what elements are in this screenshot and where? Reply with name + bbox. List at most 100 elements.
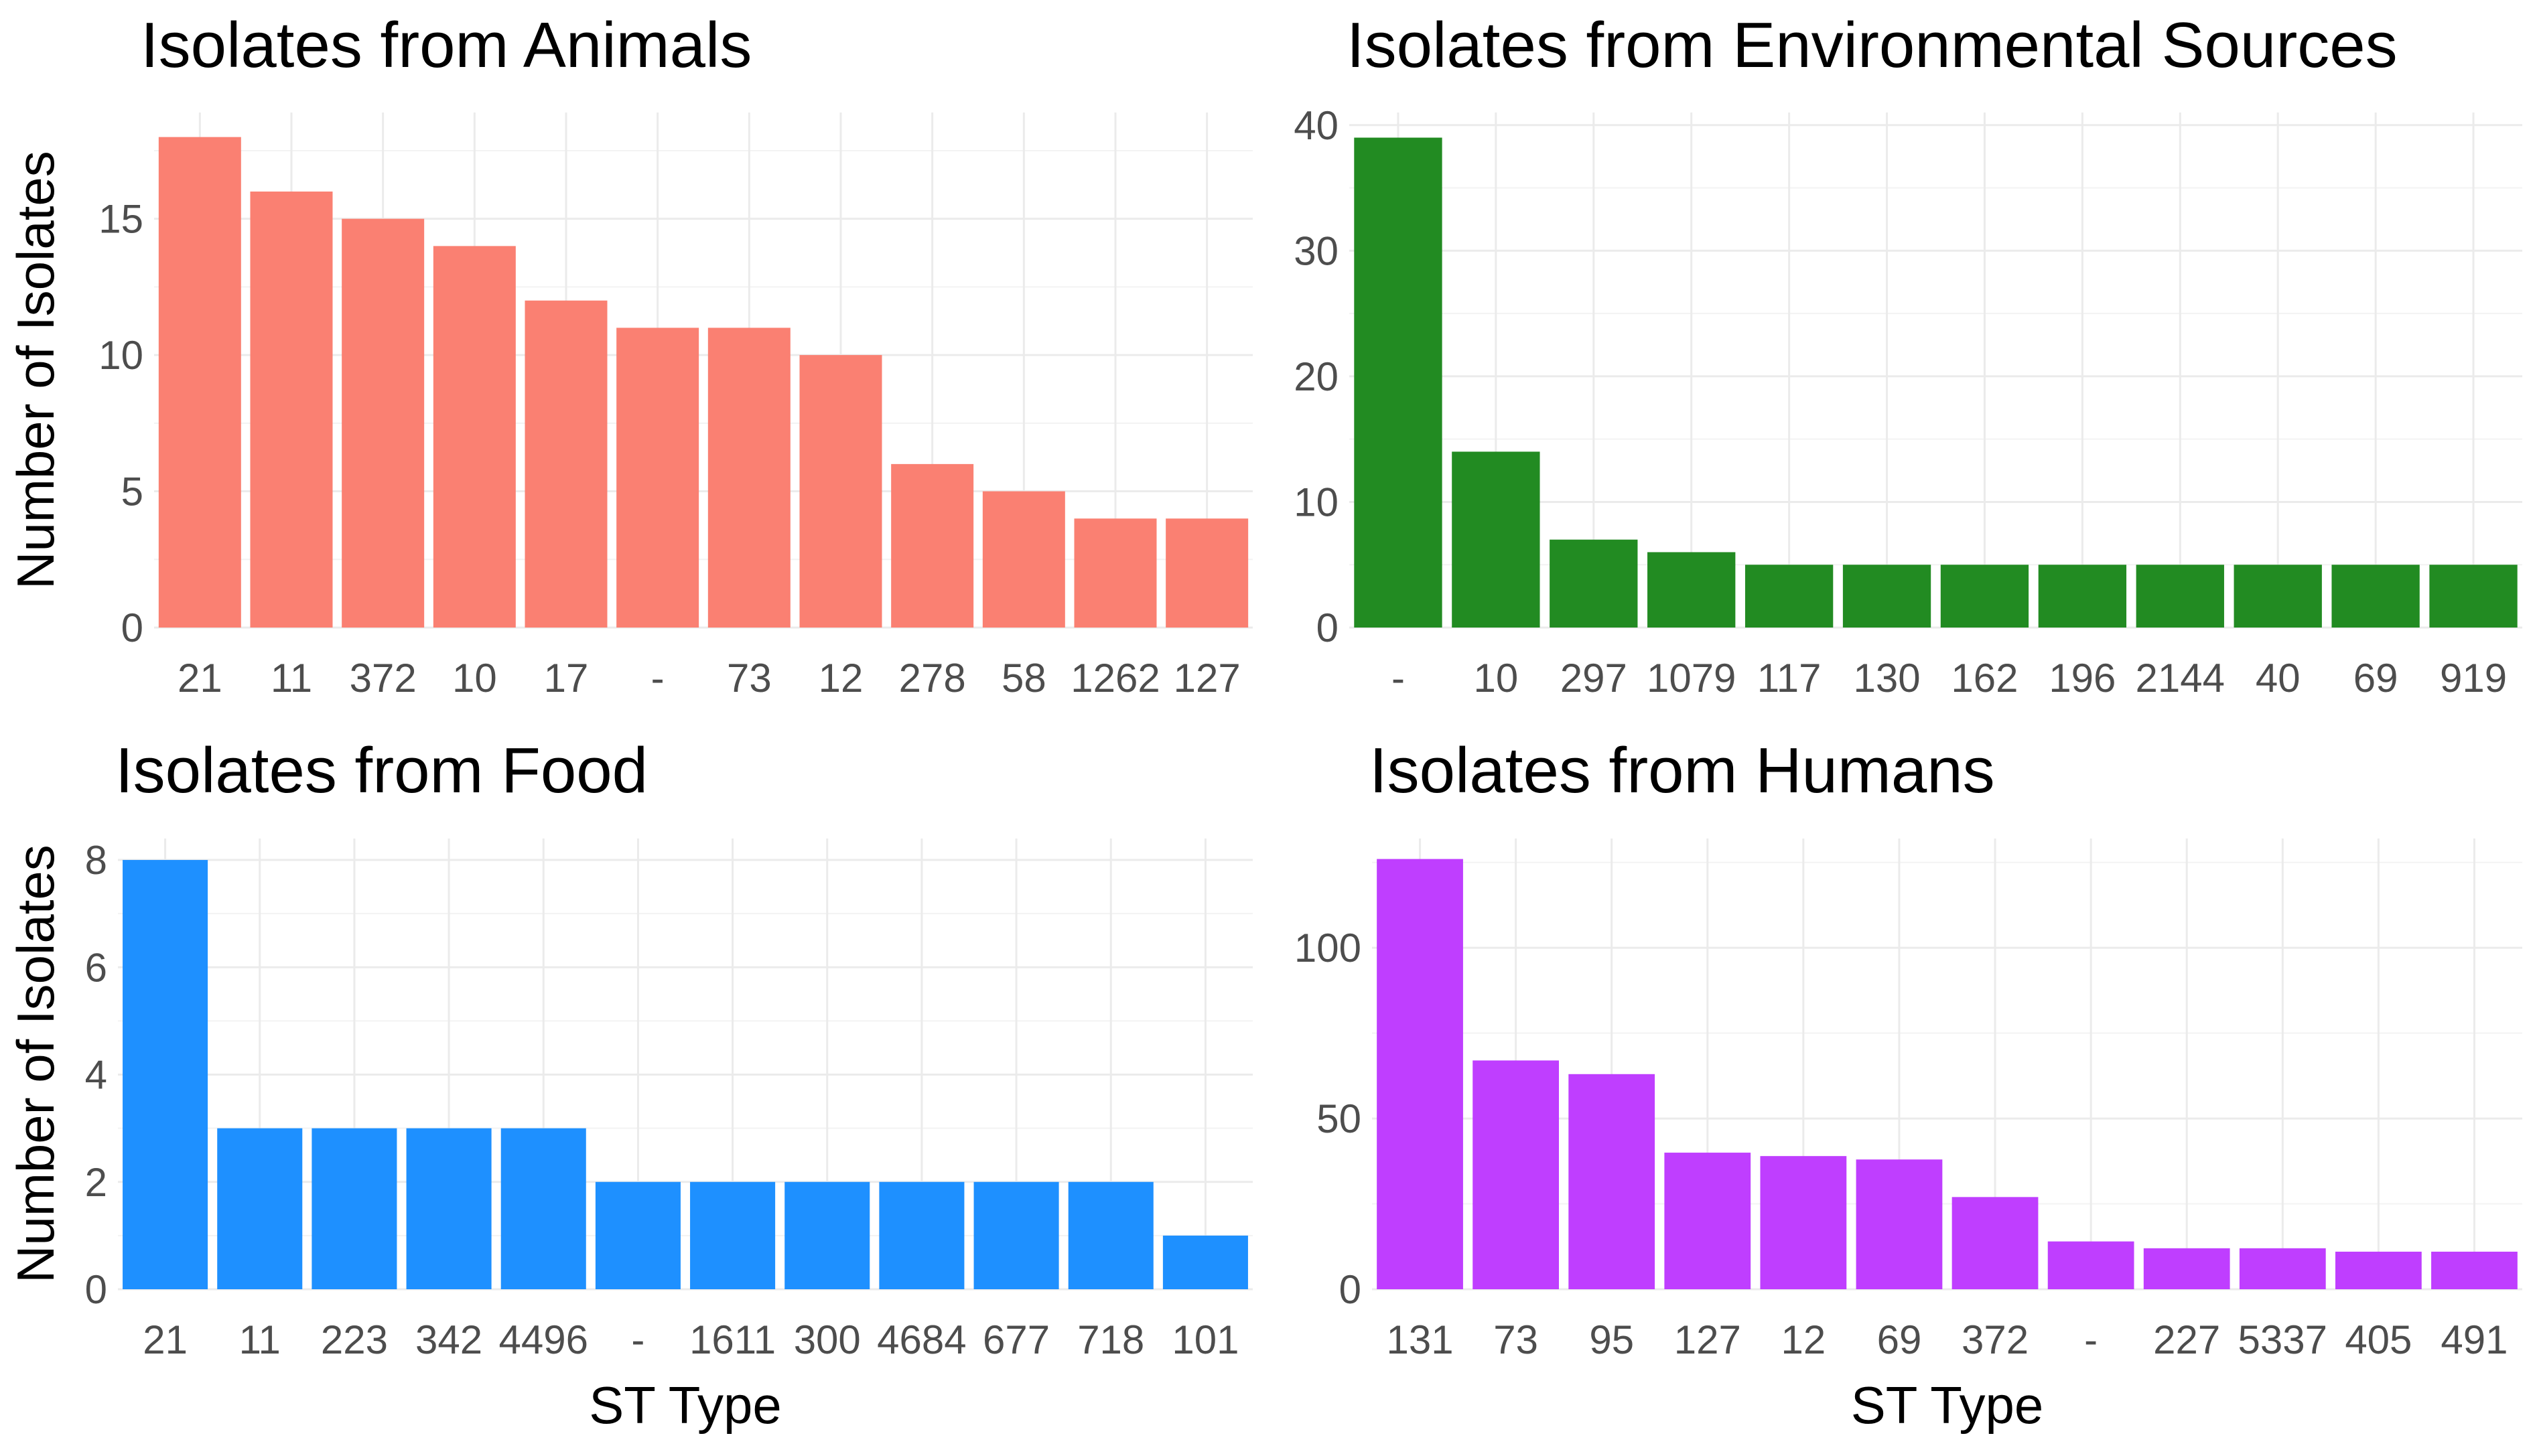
bar-297: [1550, 539, 1638, 628]
bar-69: [1856, 1159, 1943, 1289]
x-tick-label: 1611: [689, 1317, 776, 1362]
panel-title: Isolates from Animals: [141, 9, 752, 81]
y-tick-label: 0: [1316, 605, 1339, 650]
panel-title: Isolates from Humans: [1369, 735, 1995, 806]
x-tick-label: 10: [452, 656, 497, 701]
bar-1262: [1074, 518, 1157, 628]
y-tick-label: 8: [85, 838, 107, 883]
x-tick-label: 300: [794, 1317, 861, 1362]
x-tick-label: -: [1391, 656, 1405, 701]
bar-11: [250, 191, 333, 628]
y-tick-label: 50: [1316, 1096, 1361, 1141]
x-axis-title: ST Type: [1851, 1376, 2044, 1435]
x-tick-label: 1262: [1071, 656, 1160, 701]
x-tick-label: 372: [350, 656, 417, 701]
bar-2144: [2136, 565, 2224, 628]
x-tick-label: 10: [1474, 656, 1519, 701]
x-tick-label: 4684: [877, 1317, 966, 1362]
x-tick-label: 12: [819, 656, 864, 701]
x-tick-label: 73: [727, 656, 772, 701]
x-tick-label: 718: [1077, 1317, 1144, 1362]
x-tick-label: 127: [1674, 1317, 1741, 1362]
bar--: [2047, 1241, 2134, 1289]
x-tick-label: 405: [2345, 1317, 2412, 1362]
bar-372: [342, 218, 425, 628]
bar-300: [784, 1181, 870, 1289]
panel-humans: 0 50 100 131 73 95 127 12 69 372 - 227 5337 405 491 Iso…: [1294, 735, 2522, 1435]
x-tick-label: 4496: [499, 1317, 588, 1362]
x-tick-label: 117: [1757, 656, 1822, 701]
x-tick-label: 101: [1172, 1317, 1239, 1362]
x-tick-label: 223: [321, 1317, 388, 1362]
bar-718: [1068, 1181, 1154, 1289]
x-tick-label: 196: [2049, 656, 2116, 701]
x-tick-label: 677: [983, 1317, 1050, 1362]
x-tick-label: 21: [178, 656, 222, 701]
x-tick-label: 919: [2440, 656, 2507, 701]
x-tick-label: 227: [2153, 1317, 2220, 1362]
panel-animals: 0 5 10 15 21 11 372 10 17 - 73 12 278 58 1262 127 Isolat…: [6, 9, 1253, 701]
panel-title: Isolates from Environmental Sources: [1347, 9, 2398, 81]
bar-223: [312, 1128, 397, 1289]
x-tick-label: 95: [1589, 1317, 1634, 1362]
x-tick-label: 127: [1174, 656, 1241, 701]
bar-1079: [1647, 552, 1736, 628]
bar-21: [158, 137, 241, 628]
bar-130: [1842, 565, 1931, 628]
bar-12: [1760, 1156, 1847, 1289]
bar-405: [2335, 1251, 2422, 1289]
x-tick-label: 58: [1002, 656, 1046, 701]
panel-title: Isolates from Food: [115, 735, 648, 806]
x-tick-label: 297: [1560, 656, 1627, 701]
x-tick-label: 130: [1853, 656, 1920, 701]
y-tick-label: 15: [98, 197, 143, 242]
x-tick-label: 69: [2353, 656, 2398, 701]
bar-17: [525, 300, 608, 628]
bar-127: [1664, 1153, 1751, 1289]
x-tick-label: 2144: [2136, 656, 2225, 701]
panel-food: 0 2 4 6 8 21 11 223 342 4496-1611 300 4684 677 718 101…: [6, 735, 1253, 1435]
bar-127: [1166, 518, 1249, 628]
y-tick-label: 0: [1339, 1267, 1361, 1312]
x-tick-label: 342: [415, 1317, 482, 1362]
x-tick-label: 11: [271, 656, 312, 701]
x-tick-label: 11: [239, 1317, 281, 1362]
bar-196: [2038, 565, 2127, 628]
y-tick-label: 6: [85, 945, 107, 990]
x-tick-label: 1079: [1647, 656, 1736, 701]
bar-5337: [2239, 1248, 2326, 1289]
y-tick-label: 0: [85, 1267, 107, 1312]
bar-4684: [879, 1181, 965, 1289]
bar-12: [799, 355, 882, 628]
y-tick-label: 0: [121, 605, 143, 650]
y-tick-label: 30: [1294, 228, 1339, 273]
y-tick-label: 5: [121, 469, 143, 514]
bar--: [595, 1181, 681, 1289]
bar-10: [1452, 451, 1540, 628]
bar-95: [1568, 1074, 1655, 1289]
bar-40: [2234, 565, 2322, 628]
y-tick-label: 10: [1294, 480, 1339, 524]
bar-491: [2431, 1251, 2518, 1289]
x-tick-label: 372: [1962, 1317, 2029, 1362]
x-tick-label: 21: [143, 1317, 188, 1362]
x-tick-label: 491: [2441, 1317, 2508, 1362]
y-tick-label: 2: [85, 1160, 107, 1205]
bar-101: [1162, 1235, 1248, 1289]
x-tick-label: 73: [1493, 1317, 1538, 1362]
x-tick-label: 40: [2256, 656, 2301, 701]
bar-73: [1472, 1060, 1560, 1289]
bar-677: [973, 1181, 1059, 1289]
x-axis-title: ST Type: [589, 1376, 782, 1435]
y-tick-label: 100: [1294, 926, 1361, 970]
x-tick-label: 278: [899, 656, 966, 701]
y-tick-label: 10: [98, 333, 143, 378]
bar-73: [707, 327, 791, 628]
bar-69: [2331, 565, 2420, 628]
bar-11: [217, 1128, 303, 1289]
bar-278: [891, 463, 974, 628]
x-tick-label: 17: [544, 656, 589, 701]
x-tick-label: 5337: [2238, 1317, 2327, 1362]
bar-58: [982, 491, 1065, 628]
